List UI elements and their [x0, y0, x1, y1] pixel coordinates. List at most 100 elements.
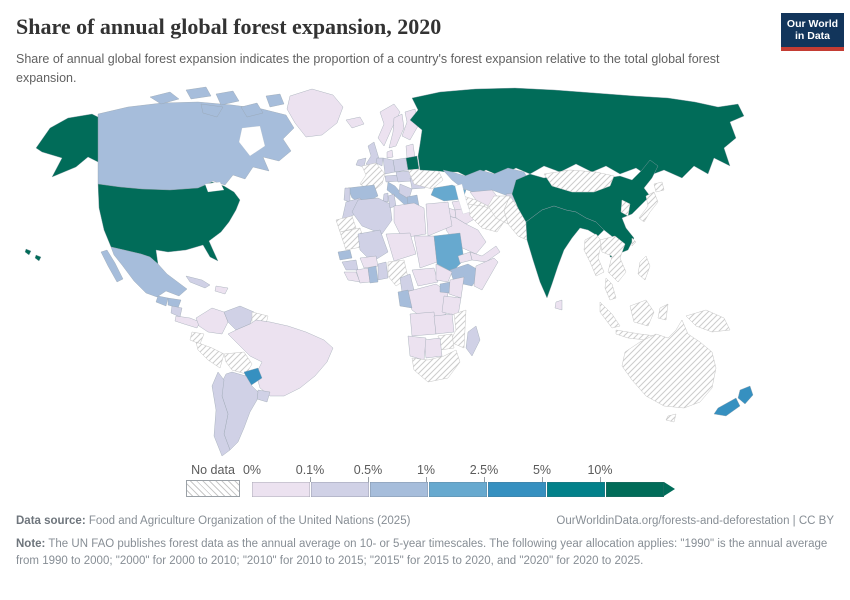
legend-tick-label: 0.5%	[353, 463, 383, 477]
legend-no-data-swatch[interactable]	[186, 480, 240, 497]
country-portugal[interactable]	[343, 187, 351, 203]
page-title: Share of annual global forest expansion,…	[16, 14, 442, 39]
country-cuba[interactable]	[185, 275, 211, 289]
country-peru[interactable]	[195, 341, 225, 369]
footer-link[interactable]: OurWorldinData.org/forests-and-deforesta…	[556, 515, 834, 527]
country-germany[interactable]	[382, 157, 396, 175]
country-guatemala[interactable]	[155, 295, 169, 307]
country-south-sudan[interactable]	[435, 263, 453, 283]
page-subtitle: Share of annual global forest expansion …	[16, 52, 720, 85]
country-sweden[interactable]	[388, 113, 405, 149]
country-taiwan[interactable]	[631, 237, 637, 247]
country-gabon-congo[interactable]	[397, 289, 413, 309]
country-mali[interactable]	[357, 229, 389, 263]
country-madagascar[interactable]	[465, 325, 481, 357]
country-egypt[interactable]	[425, 201, 453, 237]
legend-tick-labels: 0% 0.1% 0.5% 1% 2.5% 5% 10%	[243, 463, 672, 483]
legend-tick-label: 1%	[416, 463, 436, 477]
country-algeria[interactable]	[351, 197, 393, 235]
country-mozambique[interactable]	[449, 309, 467, 349]
country-angola[interactable]	[409, 311, 437, 337]
owid-logo[interactable]: Our World in Data	[781, 13, 844, 51]
country-poland[interactable]	[392, 157, 409, 173]
country-benelux[interactable]	[375, 157, 384, 167]
country-denmark[interactable]	[386, 149, 394, 159]
country-russia[interactable]	[409, 87, 745, 179]
country-indochina[interactable]	[599, 235, 627, 283]
legend-no-data[interactable]: No data	[186, 463, 240, 497]
country-costa-rica-panama[interactable]	[174, 315, 201, 329]
country-usa-alaska[interactable]	[35, 113, 99, 178]
country-australia[interactable]	[621, 319, 717, 409]
country-philippines[interactable]	[637, 255, 651, 281]
note-text: The UN FAO publishes forest data as the …	[16, 538, 828, 567]
country-brazil[interactable]	[227, 319, 334, 397]
legend-bin[interactable]	[369, 482, 428, 497]
country-france[interactable]	[359, 162, 386, 193]
country-western-sahara[interactable]	[335, 215, 357, 233]
country-norway[interactable]	[377, 103, 401, 147]
note-label: Note:	[16, 538, 46, 550]
legend-bin[interactable]	[546, 482, 605, 497]
legend-tick-label: 0.1%	[295, 463, 325, 477]
legend-tick-mark	[368, 477, 369, 483]
legend-tick-mark	[542, 477, 543, 483]
legend-bin[interactable]	[310, 482, 369, 497]
country-india[interactable]	[525, 205, 605, 299]
country-papua-new-guinea[interactable]	[685, 309, 731, 333]
country-myanmar[interactable]	[583, 233, 605, 277]
country-libya[interactable]	[393, 202, 427, 239]
legend-bin-arrow	[664, 482, 675, 496]
country-sri-lanka[interactable]	[554, 299, 563, 311]
footer-note: Note: The UN FAO publishes forest data a…	[16, 536, 836, 569]
country-japan[interactable]	[638, 181, 665, 223]
country-mexico-baja[interactable]	[100, 249, 124, 283]
country-central-african-republic[interactable]	[411, 267, 439, 287]
legend-no-data-label: No data	[191, 463, 235, 477]
country-ukraine[interactable]	[407, 168, 444, 190]
country-mexico[interactable]	[110, 246, 188, 298]
country-malay-peninsula[interactable]	[604, 277, 617, 301]
legend-tick-label: 2.5%	[469, 463, 499, 477]
owid-logo-line1: Our World	[786, 17, 839, 30]
legend-bin[interactable]	[428, 482, 487, 497]
country-colombia[interactable]	[195, 307, 229, 335]
country-botswana[interactable]	[423, 337, 443, 359]
country-new-zealand[interactable]	[713, 385, 754, 417]
country-nicaragua[interactable]	[170, 305, 183, 318]
country-baltic-states[interactable]	[405, 143, 416, 159]
country-somalia[interactable]	[473, 257, 499, 291]
country-zambia[interactable]	[433, 313, 455, 335]
country-ghana[interactable]	[367, 265, 379, 284]
country-mongolia[interactable]	[543, 169, 615, 193]
country-sudan[interactable]	[433, 232, 465, 273]
legend-color-bar	[252, 482, 675, 497]
country-south-africa[interactable]	[411, 349, 461, 383]
country-chad[interactable]	[413, 235, 438, 269]
legend-tick-mark	[484, 477, 485, 483]
country-greenland[interactable]	[286, 88, 344, 138]
country-iceland[interactable]	[345, 116, 365, 129]
country-niger[interactable]	[385, 232, 417, 262]
country-drc[interactable]	[405, 283, 449, 323]
country-hispaniola[interactable]	[214, 285, 229, 295]
country-korea[interactable]	[620, 199, 631, 217]
legend-bin[interactable]	[487, 482, 546, 497]
country-kenya[interactable]	[448, 276, 465, 299]
country-eritrea[interactable]	[457, 251, 473, 264]
great-lakes	[204, 181, 225, 193]
country-guinea[interactable]	[341, 259, 359, 271]
country-togo-benin[interactable]	[377, 261, 389, 281]
country-senegal[interactable]	[337, 249, 353, 261]
country-uruguay[interactable]	[256, 389, 271, 403]
country-corsica-sardinia[interactable]	[382, 192, 389, 203]
country-canada-arctic[interactable]	[149, 86, 285, 118]
country-namibia[interactable]	[407, 335, 427, 361]
country-usa-hawaii[interactable]	[24, 248, 42, 262]
country-chile[interactable]	[211, 371, 231, 457]
country-tasmania[interactable]	[665, 413, 677, 423]
legend-bin[interactable]	[252, 482, 310, 497]
country-belarus[interactable]	[405, 155, 420, 171]
country-uganda[interactable]	[439, 281, 451, 294]
legend-bin[interactable]	[605, 482, 664, 497]
